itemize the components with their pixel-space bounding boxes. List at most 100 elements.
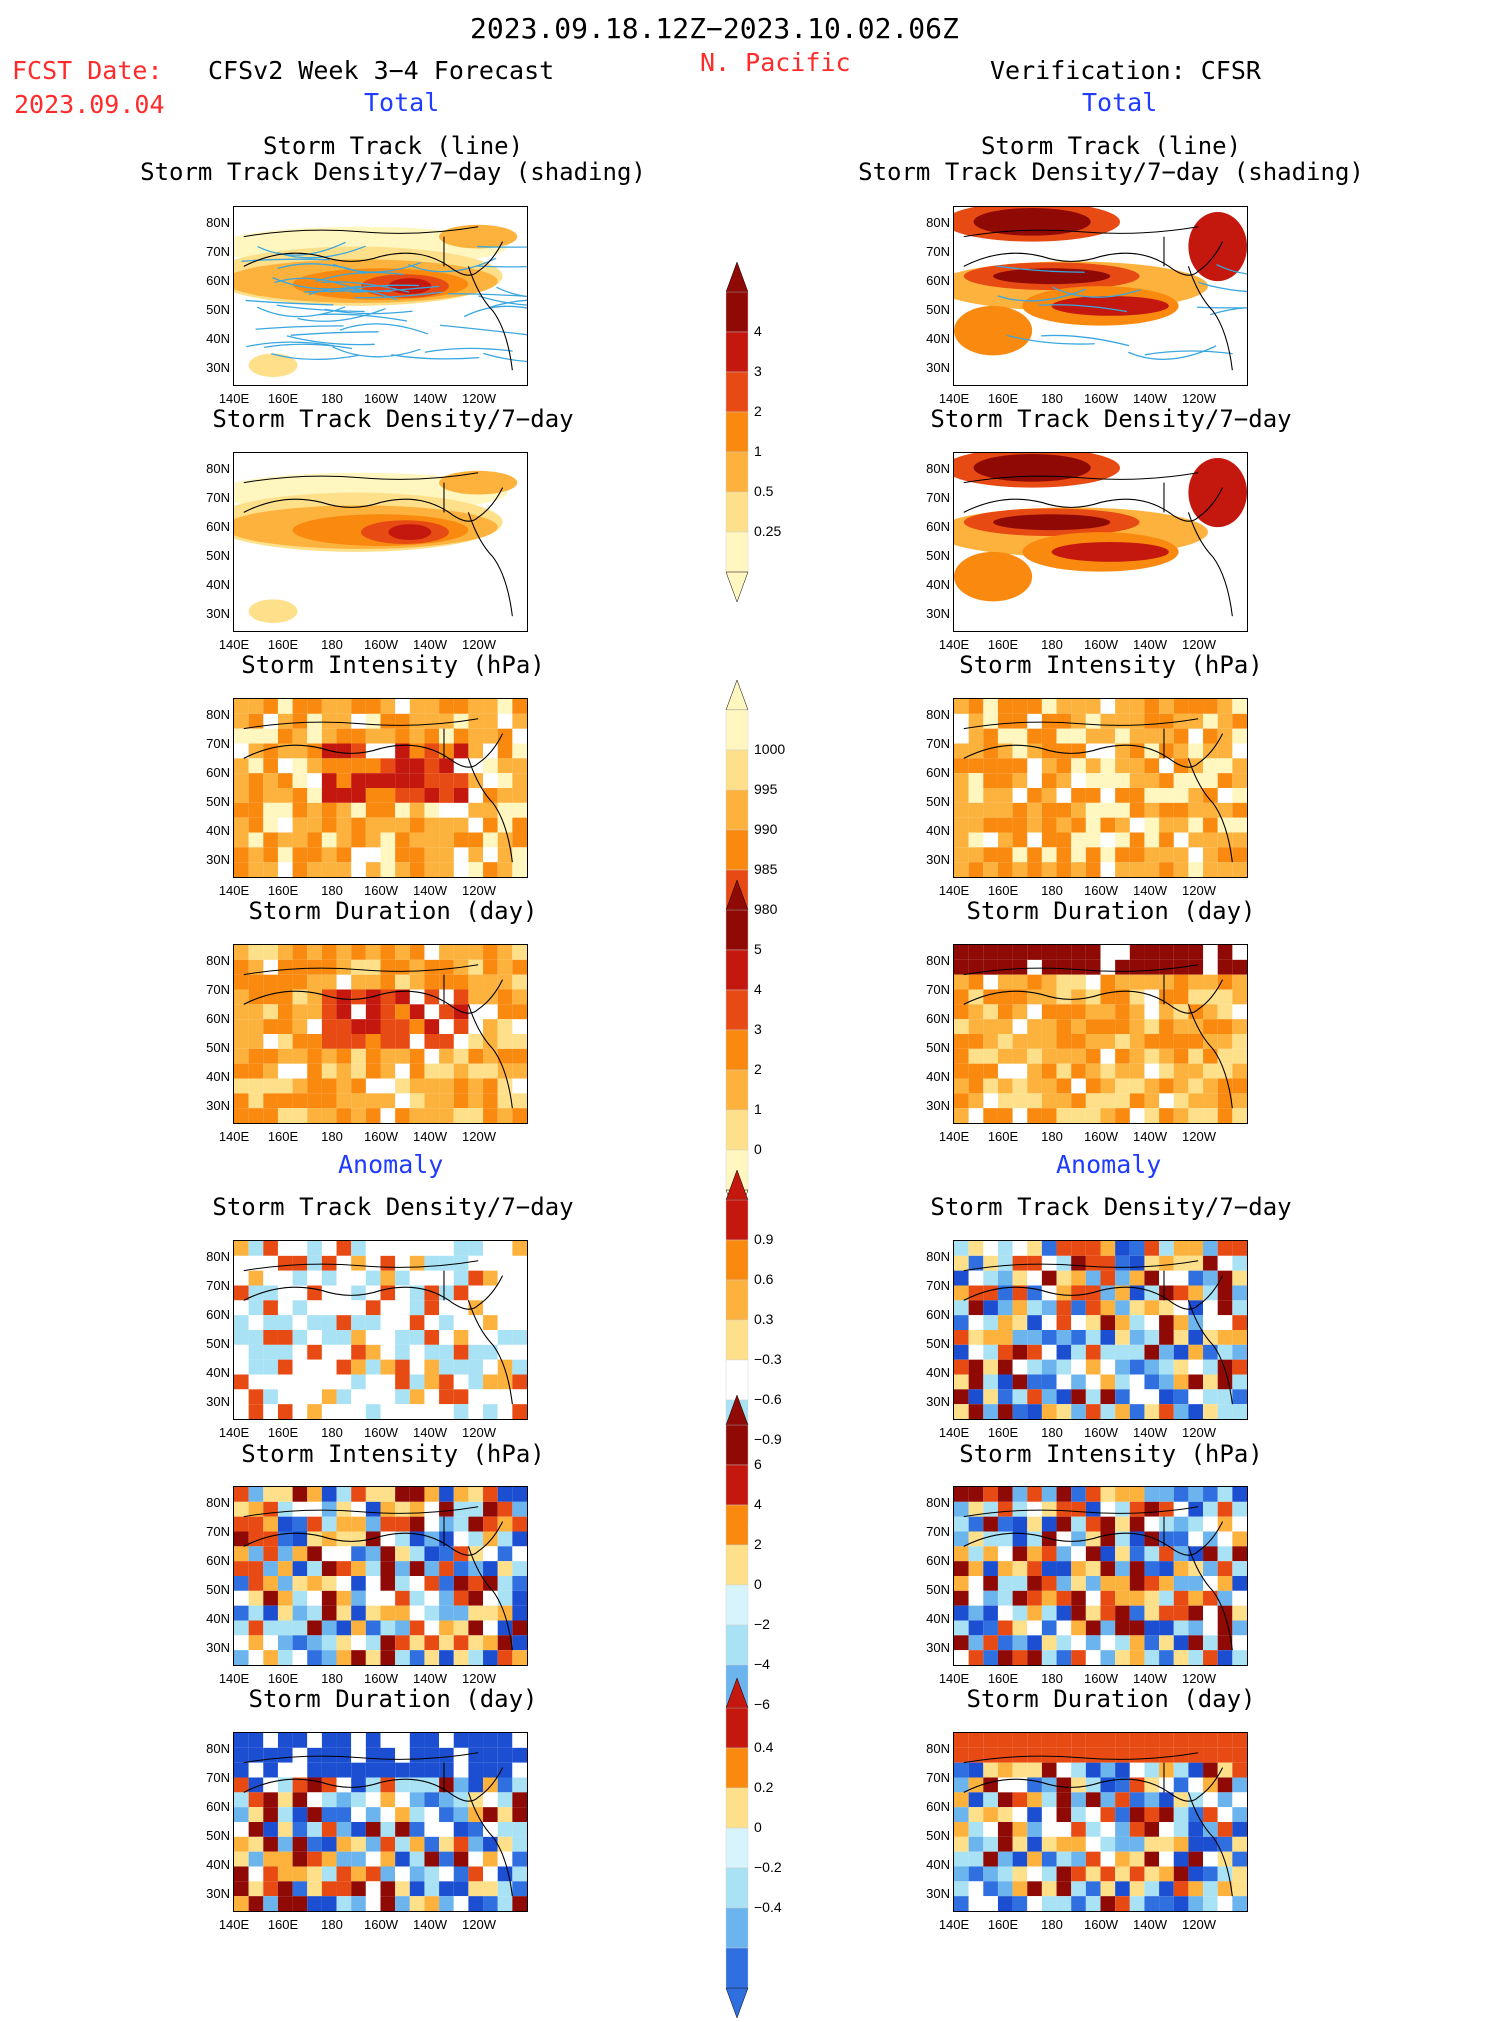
lon-tick-label: 140W <box>413 883 447 898</box>
lat-tick-label: 60N <box>206 519 230 534</box>
lon-tick-label: 160E <box>987 637 1019 652</box>
lon-tick-label: 140W <box>1133 1129 1167 1144</box>
lat-tick-label: 30N <box>206 1098 230 1113</box>
colorbar-tick-label: 4 <box>754 323 762 339</box>
lat-tick-label: 60N <box>926 765 950 780</box>
lon-tick-label: 160W <box>1084 1425 1118 1440</box>
lat-tick-label: 80N <box>206 461 230 476</box>
lat-tick-label: 60N <box>926 1799 950 1814</box>
lat-tick-label: 50N <box>926 1582 950 1597</box>
lon-tick-label: 180 <box>321 1425 343 1440</box>
lat-tick-label: 70N <box>206 736 230 751</box>
lat-tick-label: 60N <box>206 765 230 780</box>
lat-tick-label: 60N <box>926 273 950 288</box>
colorbar-density_total: 4 3 2 1 0.5 0.25 <box>722 261 781 606</box>
lat-tick-label: 70N <box>926 736 950 751</box>
lon-tick-label: 140E <box>938 1129 970 1144</box>
total-label-left: Total <box>364 88 440 117</box>
lon-tick-label: 120W <box>462 1425 496 1440</box>
colorbar-tick-label: 0 <box>754 1576 762 1592</box>
title-track-line-left: Storm Track (line) <box>262 132 524 160</box>
lon-tick-label: 140E <box>938 1425 970 1440</box>
lat-tick-label: 40N <box>206 1857 230 1872</box>
lon-tick-label: 120W <box>462 883 496 898</box>
map-field <box>954 1241 1247 1419</box>
lat-tick-label: 50N <box>926 1040 950 1055</box>
lat-tick-label: 60N <box>206 1011 230 1026</box>
lon-tick-label: 160E <box>267 883 299 898</box>
lon-tick-label: 160W <box>1084 1129 1118 1144</box>
map-anom-duration-verification: 80N 70N 60N 50N 40N 30N 140E 160E 180 160W 140W 120… <box>926 1732 1248 1932</box>
lon-tick-label: 140W <box>1133 1671 1167 1686</box>
lon-tick-label: 160W <box>364 883 398 898</box>
lon-tick-label: 140W <box>413 1129 447 1144</box>
lat-tick-label: 80N <box>206 953 230 968</box>
lat-tick-label: 80N <box>206 215 230 230</box>
title-anom-intensity-left: Storm Intensity (hPa) <box>241 1440 545 1468</box>
lat-tick-label: 50N <box>206 1828 230 1843</box>
lon-tick-label: 180 <box>1041 391 1063 406</box>
lat-tick-label: 40N <box>926 1365 950 1380</box>
map-field <box>934 448 1247 617</box>
title-anom-density-left: Storm Track Density/7−day <box>212 1193 574 1221</box>
lat-tick-label: 40N <box>926 1069 950 1084</box>
colorbar-tick-label: 0 <box>754 1819 762 1835</box>
colorbar-swatches <box>725 261 749 603</box>
region-title: N. Pacific <box>700 48 851 77</box>
lon-tick-label: 180 <box>321 637 343 652</box>
lat-tick-label: 60N <box>206 1553 230 1568</box>
lat-tick-label: 70N <box>926 1278 950 1293</box>
lat-tick-label: 80N <box>206 1495 230 1510</box>
title-duration-left: Storm Duration (day) <box>248 897 538 925</box>
lat-tick-label: 60N <box>206 1799 230 1814</box>
lat-tick-label: 40N <box>206 577 230 592</box>
map-duration-forecast: 80N 70N 60N 50N 40N 30N 140E 160E 180 160W 140W 120… <box>206 944 528 1144</box>
map-anom-intensity-forecast: 80N 70N 60N 50N 40N 30N 140E 160E 180 160W 140W 120… <box>206 1486 528 1686</box>
colorbar-tick-label: 0.6 <box>754 1271 774 1287</box>
map-anom-duration-forecast: 80N 70N 60N 50N 40N 30N 140E 160E 180 160W 140W 120… <box>206 1732 528 1932</box>
lon-tick-label: 140E <box>938 637 970 652</box>
lat-tick-label: 30N <box>206 1640 230 1655</box>
lon-tick-label: 120W <box>1182 391 1216 406</box>
map-track-density-forecast: 80N 70N 60N 50N 40N 30N 140E 160E 180 160W 140W 120… <box>206 452 528 652</box>
lat-tick-label: 80N <box>926 953 950 968</box>
lat-tick-label: 70N <box>926 982 950 997</box>
colorbar-tick-label: 5 <box>754 941 762 957</box>
title-anom-density-right: Storm Track Density/7−day <box>930 1193 1292 1221</box>
lat-tick-label: 70N <box>926 490 950 505</box>
period-title: 2023.09.18.12Z−2023.10.02.06Z <box>470 12 959 45</box>
lat-tick-label: 50N <box>206 794 230 809</box>
lon-tick-label: 140E <box>218 637 250 652</box>
lon-tick-label: 180 <box>1041 1671 1063 1686</box>
colorbar-tick-label: 985 <box>754 861 778 877</box>
lon-tick-label: 160E <box>987 883 1019 898</box>
map-duration-verification: 80N 70N 60N 50N 40N 30N 140E 160E 180 160W 140W 120… <box>926 944 1248 1144</box>
lon-tick-label: 160W <box>1084 637 1118 652</box>
lon-tick-label: 160W <box>364 1425 398 1440</box>
colorbar-tick-label: 4 <box>754 1496 762 1512</box>
lat-tick-label: 70N <box>206 1770 230 1785</box>
lat-tick-label: 30N <box>206 1886 230 1901</box>
lon-tick-label: 140E <box>938 1671 970 1686</box>
map-track-line-verification: 80N 70N 60N 50N 40N 30N 140E 160E 180 160W 140W 120… <box>926 202 1305 406</box>
title-intensity-right: Storm Intensity (hPa) <box>959 651 1263 679</box>
lon-tick-label: 160E <box>267 1671 299 1686</box>
lon-tick-label: 160E <box>267 391 299 406</box>
lon-tick-label: 180 <box>321 1671 343 1686</box>
lon-tick-label: 160W <box>1084 1671 1118 1686</box>
map-track-line-forecast: 80N 70N 60N 50N 40N 30N 140E 160E 180 160W 140W 120… <box>206 206 585 406</box>
lon-tick-label: 160W <box>364 1671 398 1686</box>
lon-tick-label: 180 <box>321 883 343 898</box>
lon-tick-label: 180 <box>1041 883 1063 898</box>
lat-tick-label: 40N <box>206 331 230 346</box>
colorbar-duration_anom: 0.4 0.2 0 −0.2 −0.4 <box>722 1677 782 2022</box>
title-intensity-left: Storm Intensity (hPa) <box>241 651 545 679</box>
lat-tick-label: 70N <box>206 1524 230 1539</box>
colorbar-tick-label: 2 <box>754 1061 762 1077</box>
lat-tick-label: 70N <box>926 1524 950 1539</box>
colorbar-tick-label: 2 <box>754 403 762 419</box>
lat-tick-label: 60N <box>926 1011 950 1026</box>
lon-tick-label: 160W <box>1084 391 1118 406</box>
lon-tick-label: 140W <box>413 391 447 406</box>
colorbar-tick-label: 0.25 <box>754 523 782 539</box>
